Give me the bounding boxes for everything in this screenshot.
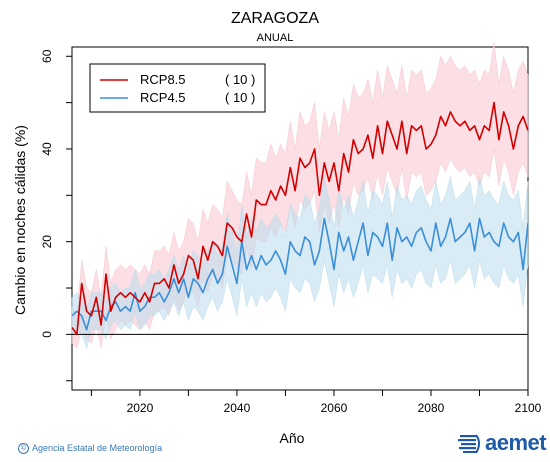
x-tick-label: 2040 [224,401,251,415]
y-tick-label: 40 [40,142,54,156]
chart-subtitle: ANUAL [256,32,294,44]
logo-text: aemet [485,430,547,455]
copyright-icon: © [18,443,29,455]
legend-label: RCP4.5 [140,90,186,105]
legend-count: ( 10 ) [225,72,255,87]
x-tick-label: 2080 [418,401,445,415]
credit-text: Agencia Estatal de Meteorología [32,443,163,453]
credit-footer: © Agencia Estatal de Meteorología [18,443,163,455]
aemet-logo[interactable]: aemet [458,430,547,455]
legend-count: ( 10 ) [225,90,255,105]
aemet-logo-icon [458,434,480,453]
x-axis-label: Año [279,430,305,446]
series-line-rcp85 [71,101,529,336]
chart-title: ZARAGOZA [230,10,319,27]
legend-box [89,63,266,113]
band-rcp45 [71,176,529,350]
y-axis-label: Cambio en noches cálidas (%) [12,125,28,315]
x-tick-label: 2100 [515,401,542,415]
y-tick-label: 0 [40,331,54,338]
x-tick-label: 2060 [321,401,348,415]
y-tick-label: 60 [40,49,54,63]
y-tick-label: 20 [40,235,54,249]
legend-label: RCP8.5 [140,72,186,87]
x-tick-label: 2020 [127,401,154,415]
